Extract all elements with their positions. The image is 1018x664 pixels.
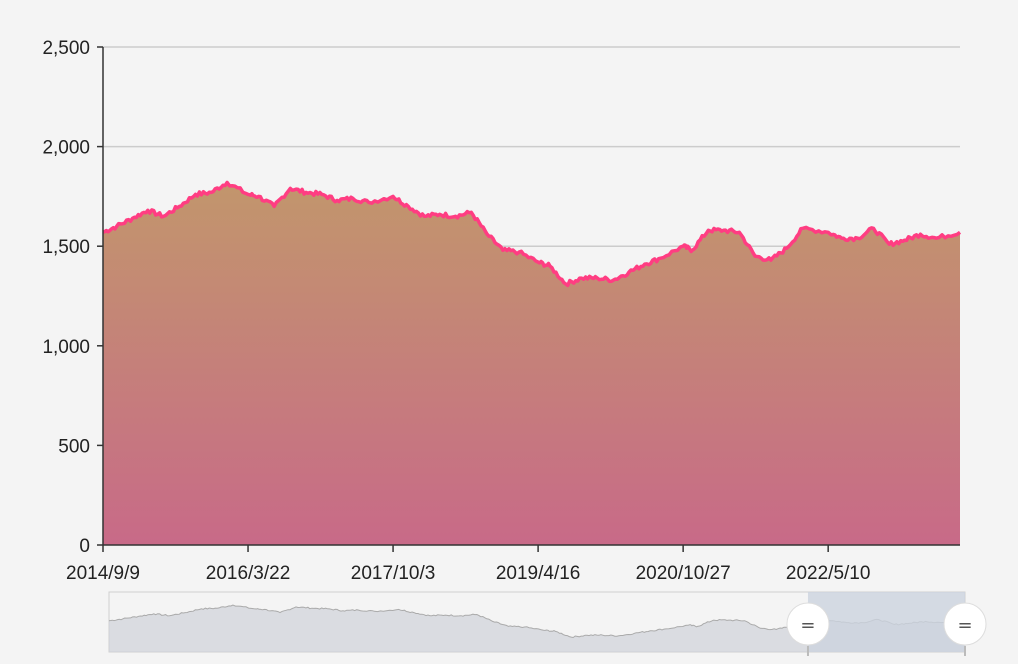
data-point (226, 181, 229, 184)
data-point (856, 237, 859, 240)
data-point (596, 277, 599, 280)
data-point (407, 205, 410, 208)
data-point (935, 237, 938, 240)
x-tick-label: 2016/3/22 (206, 563, 291, 584)
series-area-fill (103, 182, 960, 545)
data-point (738, 231, 741, 234)
y-tick-label: 2,000 (42, 138, 90, 159)
data-point (273, 205, 276, 208)
x-axis-ticks: 2014/9/9 2016/3/22 2017/10/3 2019/4/16 2020/… (66, 545, 870, 584)
data-zoom-slider[interactable]: = = (108, 591, 987, 656)
data-point (115, 225, 118, 228)
zoom-handle-end[interactable]: = (943, 602, 987, 656)
data-point (146, 209, 149, 212)
data-point (247, 193, 250, 196)
data-point (722, 229, 725, 232)
data-point (438, 213, 441, 216)
data-point (691, 249, 694, 252)
y-tick-label: 2,500 (42, 38, 90, 59)
data-point (888, 243, 891, 246)
data-point (549, 265, 552, 268)
data-point (320, 193, 323, 196)
data-point (612, 279, 615, 282)
data-point (643, 263, 646, 266)
data-point (801, 227, 804, 230)
data-point (919, 233, 922, 236)
data-point (392, 195, 395, 198)
y-axis-ticks: 0 500 1,000 1,500 2,000 2,500 (42, 38, 103, 557)
data-point (289, 187, 292, 190)
data-point (131, 217, 134, 220)
data-point (486, 233, 489, 236)
data-point (628, 271, 631, 274)
x-tick-label: 2014/9/9 (66, 563, 140, 584)
x-tick-label: 2022/5/10 (786, 563, 871, 584)
data-point (351, 197, 354, 200)
zoom-handle-knob[interactable] (786, 602, 830, 646)
data-point (305, 191, 308, 194)
data-point (903, 239, 906, 242)
data-point (707, 229, 710, 232)
zoom-handle-knob[interactable] (943, 602, 987, 646)
data-point (194, 193, 197, 196)
axes (102, 47, 960, 546)
data-point (517, 251, 520, 254)
y-tick-label: 1,500 (42, 237, 90, 258)
data-point (423, 215, 426, 218)
data-point (501, 249, 504, 252)
data-point (537, 261, 540, 264)
data-point (162, 215, 165, 218)
zoom-handle-start[interactable]: = (786, 602, 830, 656)
data-point (872, 227, 875, 230)
x-tick-label: 2017/10/3 (351, 563, 436, 584)
data-point (336, 199, 339, 202)
y-tick-label: 500 (58, 436, 90, 457)
data-point (827, 231, 830, 234)
x-tick-label: 2020/10/27 (636, 563, 731, 584)
data-point (564, 283, 567, 286)
data-point (659, 257, 662, 260)
data-point (470, 211, 473, 214)
zoom-preview-area (109, 605, 965, 652)
data-point (840, 237, 843, 240)
data-point (580, 277, 583, 280)
data-point (257, 195, 260, 198)
x-tick-label: 2019/4/16 (496, 563, 581, 584)
data-point (785, 247, 788, 250)
y-tick-label: 1,000 (42, 337, 90, 358)
data-point (367, 201, 370, 204)
series-area-layer (102, 180, 962, 545)
data-point (454, 215, 457, 218)
data-point (769, 259, 772, 262)
data-point (210, 191, 213, 194)
data-point (959, 231, 962, 234)
data-point (682, 245, 685, 248)
data-point (754, 255, 757, 258)
zoom-handle-grip-icon: = (957, 615, 972, 636)
data-point (178, 205, 181, 208)
series-line (102, 180, 962, 288)
zoom-window[interactable] (807, 592, 965, 652)
y-tick-label: 0 (79, 536, 90, 557)
zoom-handle-grip-icon: = (800, 615, 815, 636)
